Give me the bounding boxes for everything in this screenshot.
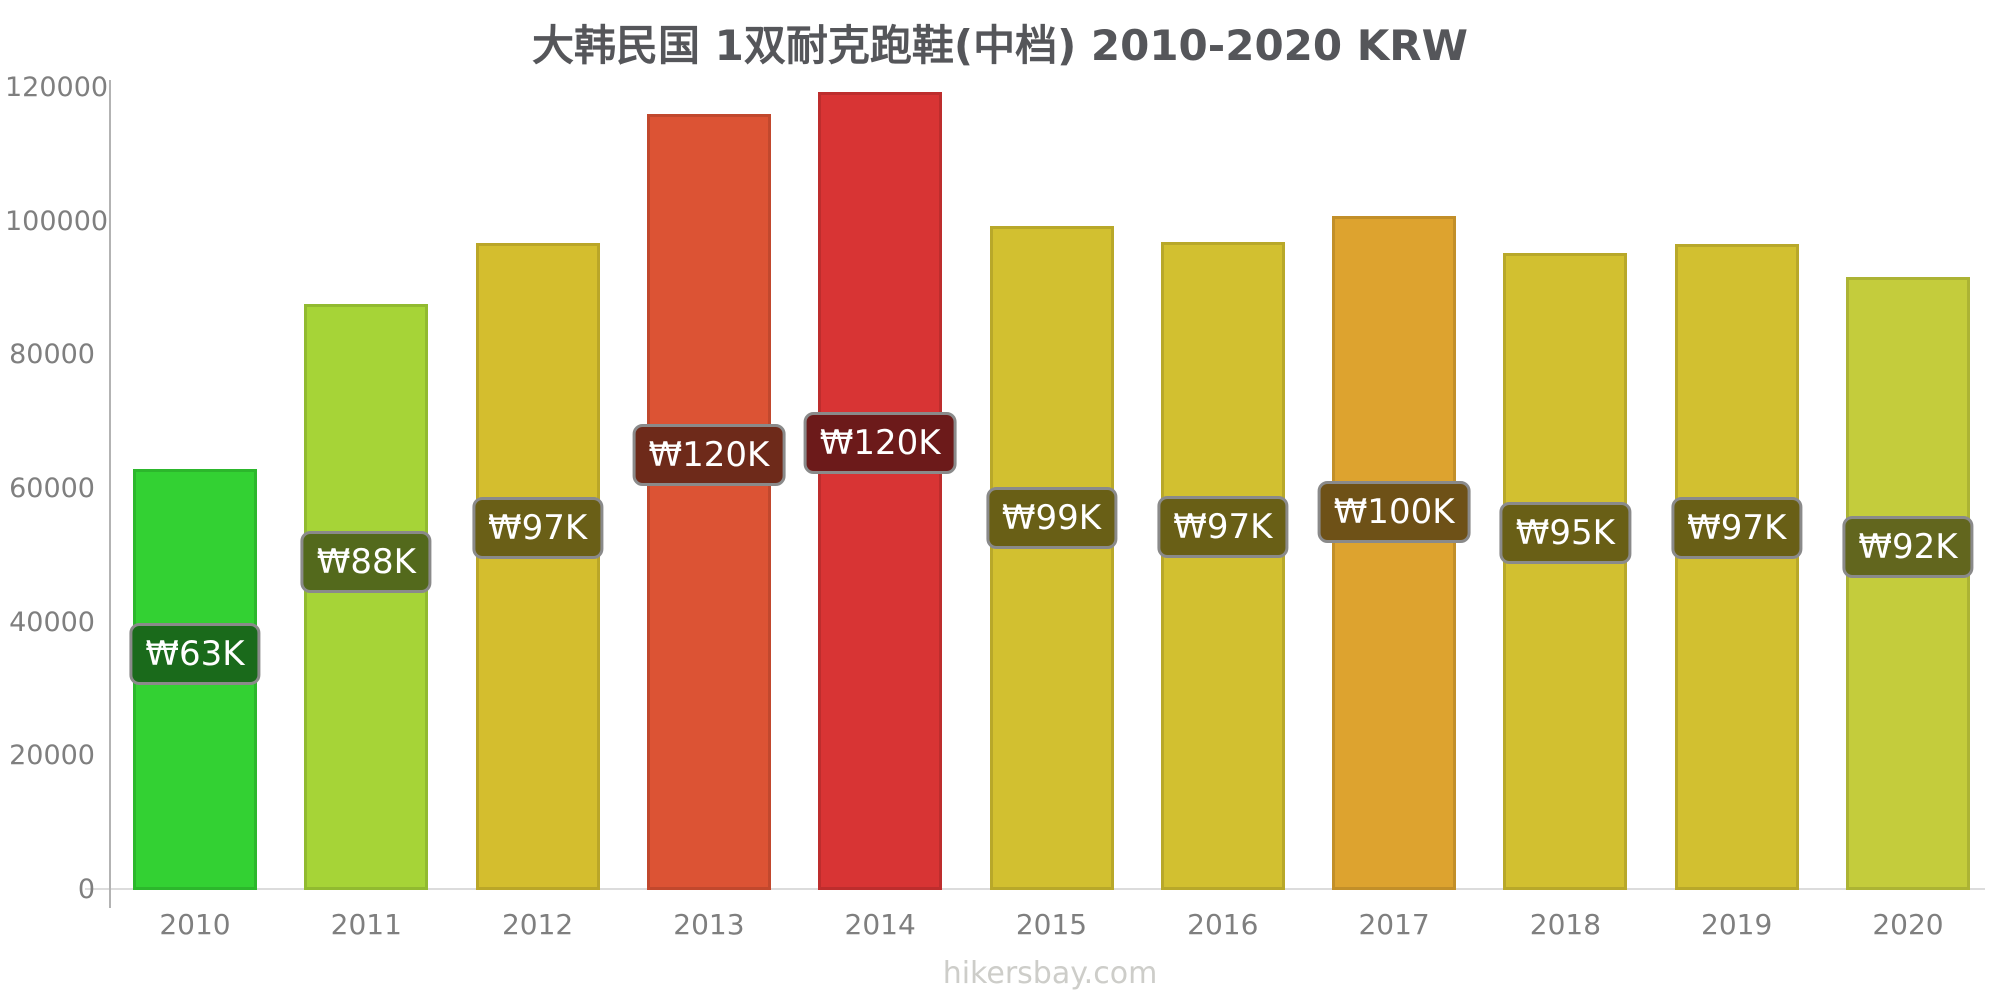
y-tick-label: 80000: [9, 339, 95, 371]
y-tick-label: 40000: [9, 606, 95, 638]
bar-2012: [475, 243, 600, 890]
chart-title: 大韩民国 1双耐克跑鞋(中档) 2010-2020 KRW: [532, 21, 1468, 70]
bar-value-badge-2017: ₩100K: [1317, 481, 1471, 544]
y-axis-line: [109, 80, 111, 908]
bar-2017: [1332, 215, 1457, 890]
x-tick-label-2019: 2019: [1701, 908, 1773, 941]
y-tick-label: 60000: [9, 473, 95, 504]
bar-2014: [818, 92, 943, 890]
x-tick-label-2018: 2018: [1529, 908, 1602, 941]
x-tick-label-2020: 2020: [1872, 908, 1944, 941]
bar-2020: [1846, 277, 1970, 890]
bar-value-badge-2014: ₩120K: [803, 412, 957, 475]
x-tick-label-2016: 2016: [1187, 908, 1259, 941]
watermark-hikersbay: hikersbay.com: [942, 956, 1158, 991]
bar-value-badge-2019: ₩97K: [1671, 497, 1803, 560]
x-tick-label-2014: 2014: [844, 908, 916, 941]
bar-value-badge-2015: ₩99K: [985, 487, 1118, 550]
bar-value-badge-2016: ₩97K: [1157, 496, 1289, 559]
bar-2013: [646, 114, 771, 890]
x-tick-label-2011: 2011: [330, 908, 402, 941]
x-tick-label-2017: 2017: [1358, 908, 1430, 941]
bar-value-badge-2018: ₩95K: [1499, 502, 1631, 565]
bar-value-badge-2012: ₩97K: [472, 496, 604, 559]
x-tick-label-2012: 2012: [501, 908, 574, 941]
bar-value-badge-2013: ₩120K: [632, 424, 786, 487]
y-tick-label: 120000: [5, 72, 109, 103]
bar-2019: [1674, 244, 1799, 890]
y-tick-label: 20000: [9, 740, 95, 772]
bar-2015: [989, 226, 1114, 890]
y-tick-label: 100000: [5, 205, 109, 237]
x-tick-label-2010: 2010: [159, 908, 231, 941]
bar-2011: [304, 303, 429, 890]
bar-2018: [1503, 253, 1628, 890]
bar-value-badge-2020: ₩92K: [1842, 515, 1974, 578]
bar-2016: [1160, 242, 1285, 890]
bar-value-badge-2011: ₩88K: [300, 530, 432, 593]
y-tick-label: 0: [77, 874, 95, 905]
bar-value-badge-2010: ₩63K: [129, 623, 261, 686]
x-tick-label-2013: 2013: [673, 908, 745, 941]
x-tick-label-2015: 2015: [1015, 908, 1088, 941]
